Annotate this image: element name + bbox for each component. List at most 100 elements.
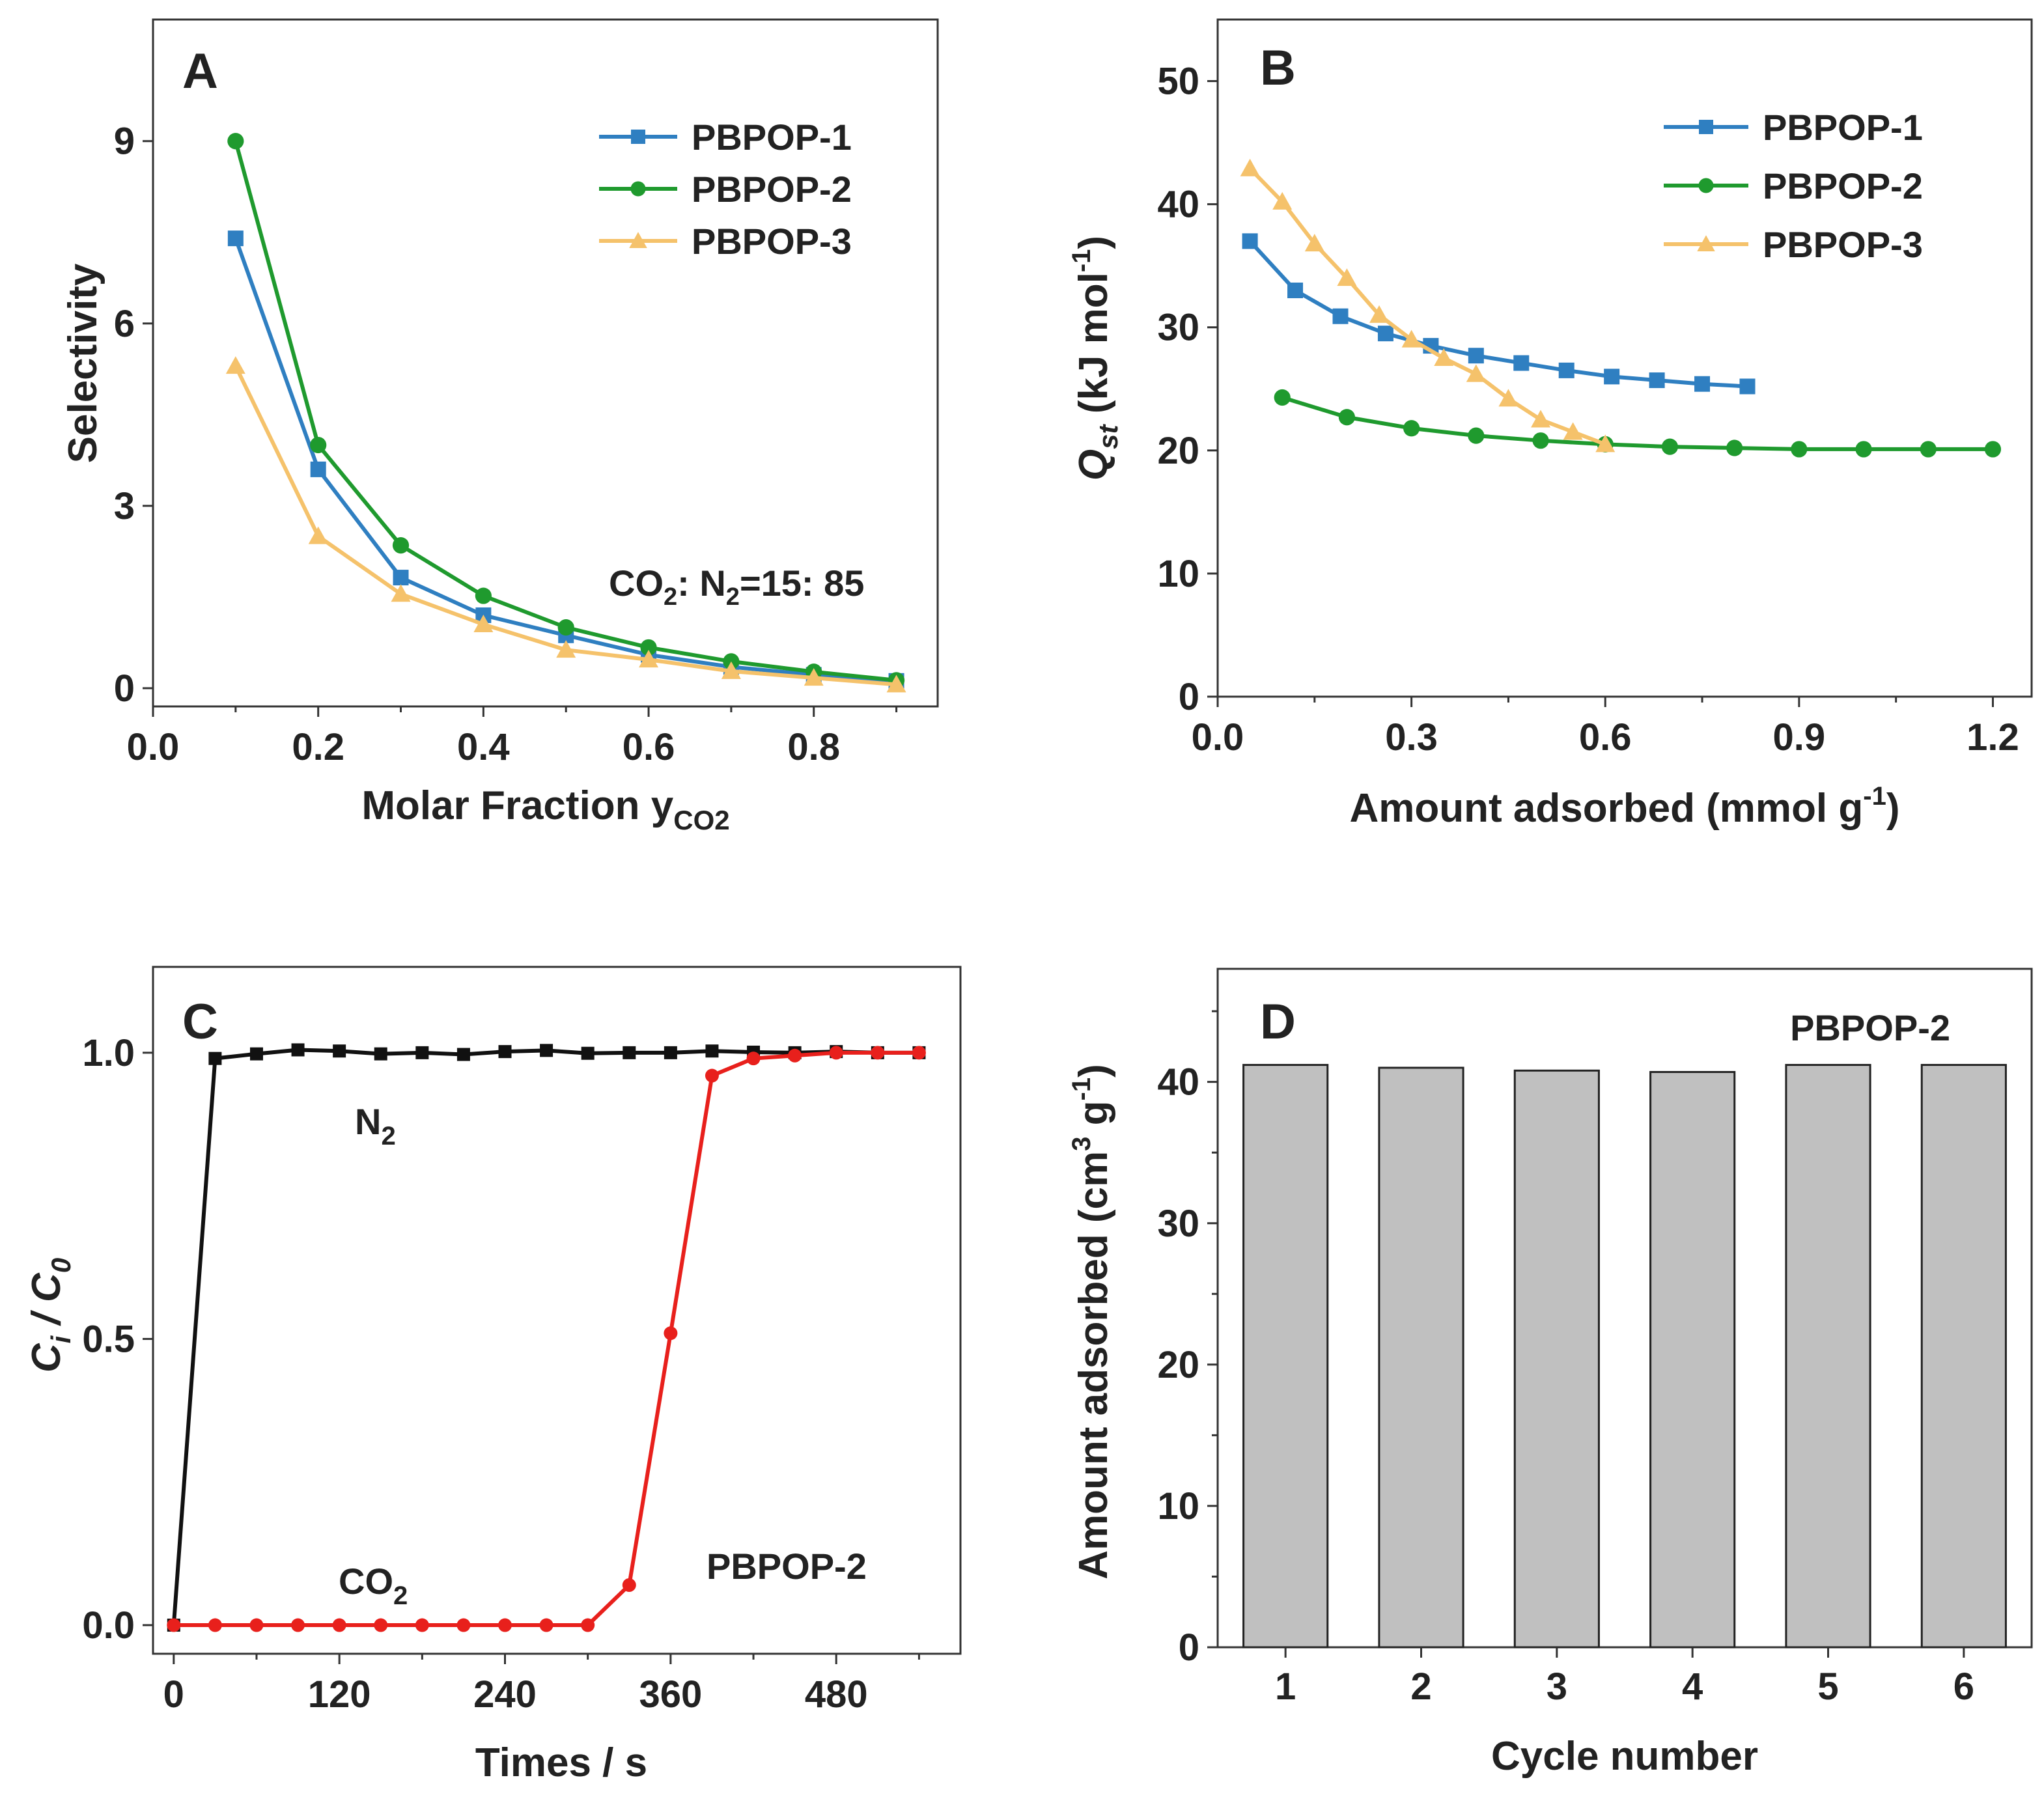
panel-c-chart: 0 120 240 360 4800.00.51.0CN2CO2PBPOP-2Times…	[24, 966, 962, 1785]
panel-c-y-axis-title-i: i	[46, 1335, 76, 1343]
panel-b-data-point	[1403, 420, 1420, 437]
panel-b-y-axis-title-sub: st	[1093, 423, 1123, 449]
panel-a-data-point	[391, 584, 411, 602]
panel-b-x-tick-label: 0.6	[1579, 716, 1632, 759]
panel-b-legend-marker	[1698, 178, 1714, 193]
panel-a-y-tick-label: 9	[114, 120, 135, 163]
panel-d-bar	[1242, 1064, 1329, 1649]
panel-c-data-point	[374, 1047, 387, 1061]
panel-c-data-point	[208, 1618, 222, 1632]
panel-b-data-point	[1369, 305, 1390, 323]
panel-a-data-point	[227, 230, 244, 247]
panel-d-axes-frame	[1216, 968, 2033, 1649]
panel-a-annotation-sub: 2	[726, 583, 740, 611]
panel-d-x-tick-label: 5	[1817, 1665, 1838, 1708]
panel-b-data-point	[1739, 378, 1756, 395]
panel-c-data-point	[249, 1047, 263, 1061]
panel-b-axes-frame	[1216, 18, 2033, 698]
panel-b-legend-label: PBPOP-3	[1763, 224, 1923, 265]
panel-d-y-tick-label: 40	[1157, 1061, 1199, 1104]
panel-a-y-axis-title: Selectivity	[61, 263, 105, 463]
panel-d-bar	[1920, 1064, 2007, 1649]
panel-d-chart: 1 2 3 4 5 6 0 10 20 30 40 D PBPOP-2 Cycle number Amoun…	[1067, 968, 2033, 1779]
panel-b-y-axis-title-main: Q	[1071, 449, 1116, 481]
panel-c-data-point	[664, 1326, 678, 1341]
panel-b-data-point	[1287, 283, 1304, 298]
panel-c-data-point	[540, 1044, 553, 1057]
panel-d-y-tick-label: 10	[1157, 1485, 1199, 1527]
panel-b-data-point	[1304, 234, 1324, 252]
panel-c-y-tick-label: 0.0	[82, 1604, 135, 1647]
panel-c-x-tick-label: 480	[805, 1673, 868, 1716]
panel-b-data-point	[1498, 389, 1519, 407]
panel-b-x-tick-label: 0.9	[1773, 716, 1826, 759]
panel-a-x-tick-label: 0.0	[127, 726, 180, 768]
panel-a-data-point	[639, 650, 659, 668]
panel-c-data-point	[912, 1046, 926, 1060]
panel-a-data-point	[392, 536, 410, 554]
panel-a-annotation: CO2: N2=15: 85	[609, 563, 864, 611]
panel-b-data-point	[1595, 434, 1616, 453]
panel-c-data-point	[829, 1046, 843, 1060]
panel-c-series-line	[171, 1048, 919, 1626]
panel-c-x-tick-label: 360	[639, 1673, 702, 1716]
panel-a-x-tick-label: 0.4	[457, 726, 510, 768]
panel-b-data-point	[1468, 427, 1485, 444]
panel-c-data-point	[249, 1618, 264, 1632]
panel-c-axes-frame	[152, 966, 962, 1655]
panel-a-legend-label: PBPOP-3	[692, 221, 852, 262]
panel-b-data-point	[1791, 441, 1808, 458]
panel-a-data-point	[227, 133, 244, 150]
panel-c-n2-label: N2	[355, 1101, 396, 1150]
panel-a-data-point	[556, 640, 576, 658]
panel-b-x-axis-title: Amount adsorbed (mmol g-1)	[1349, 782, 1899, 831]
panel-b-data-point	[1604, 369, 1620, 385]
panel-c-data-point	[705, 1068, 719, 1083]
panel-d-bar	[1785, 1064, 1871, 1649]
panel-b-data-point	[1466, 364, 1486, 382]
panel-c-series-line	[173, 1050, 919, 1628]
panel-a-data-point	[310, 436, 327, 454]
panel-a-x-axis-title-main: Molar Fraction y	[361, 783, 673, 828]
panel-c-n2-label-main: N	[355, 1101, 381, 1142]
panel-d-sample-label: PBPOP-2	[1790, 1007, 1950, 1048]
panel-b-data-point	[1563, 422, 1583, 440]
panel-c-data-point	[705, 1044, 719, 1058]
panel-c-data-point	[539, 1618, 553, 1632]
panel-c-letter: C	[182, 994, 218, 1050]
panel-c-y-axis-title: Ci / C0	[24, 1258, 76, 1372]
panel-a-x-tick-label: 0.2	[292, 726, 344, 768]
panel-d-y-axis-title-end: )	[1071, 1064, 1116, 1078]
panel-a-legend-marker	[631, 130, 645, 144]
panel-c-co2-label-sub: 2	[393, 1581, 408, 1610]
panel-b-data-point	[1434, 348, 1454, 366]
panel-b-x-tick-label: 0.0	[1192, 716, 1244, 759]
panel-b-data-point	[1272, 191, 1293, 210]
panel-c-data-point	[623, 1046, 636, 1059]
panel-d-bar	[1378, 1066, 1464, 1649]
panel-c-sample-label: PBPOP-2	[707, 1546, 867, 1587]
panel-b-data-point	[1694, 376, 1711, 392]
panel-a-x-axis-title-sub: CO2	[673, 805, 729, 835]
panel-d-letter: D	[1260, 994, 1296, 1050]
panel-a-data-point	[804, 668, 824, 686]
panel-b-data-point	[1337, 268, 1357, 286]
panel-c-x-tick-label: 240	[473, 1673, 537, 1716]
panel-a-annotation-part: CO	[609, 563, 664, 604]
panel-d-y-tick-label: 30	[1157, 1203, 1199, 1245]
panel-b-chart: 0.0 0.3 0.6 0.9 1.2 0 10 20 30 40 50 PBPOP-1 PBPOP-2…	[1067, 18, 2033, 831]
panel-d-y-axis-title-main: Amount adsorbed (cm	[1071, 1151, 1116, 1580]
panel-c-x-axis-title: Times / s	[475, 1740, 647, 1785]
panel-a-data-point	[310, 461, 326, 477]
panel-c-y-tick-label: 1.0	[82, 1032, 135, 1074]
panel-d-x-tick-label: 4	[1682, 1665, 1703, 1708]
panel-c-data-point	[498, 1045, 512, 1059]
panel-c-co2-label: CO2	[339, 1561, 408, 1610]
panel-b-x-tick-label: 1.2	[1967, 716, 2019, 759]
panel-b-data-point	[1240, 158, 1260, 176]
panel-b-y-axis-title-rest: (kJ mol	[1071, 272, 1116, 425]
panel-b-data-point	[1531, 410, 1551, 428]
panel-b-data-point	[1377, 326, 1393, 342]
panel-c-data-point	[208, 1052, 222, 1065]
